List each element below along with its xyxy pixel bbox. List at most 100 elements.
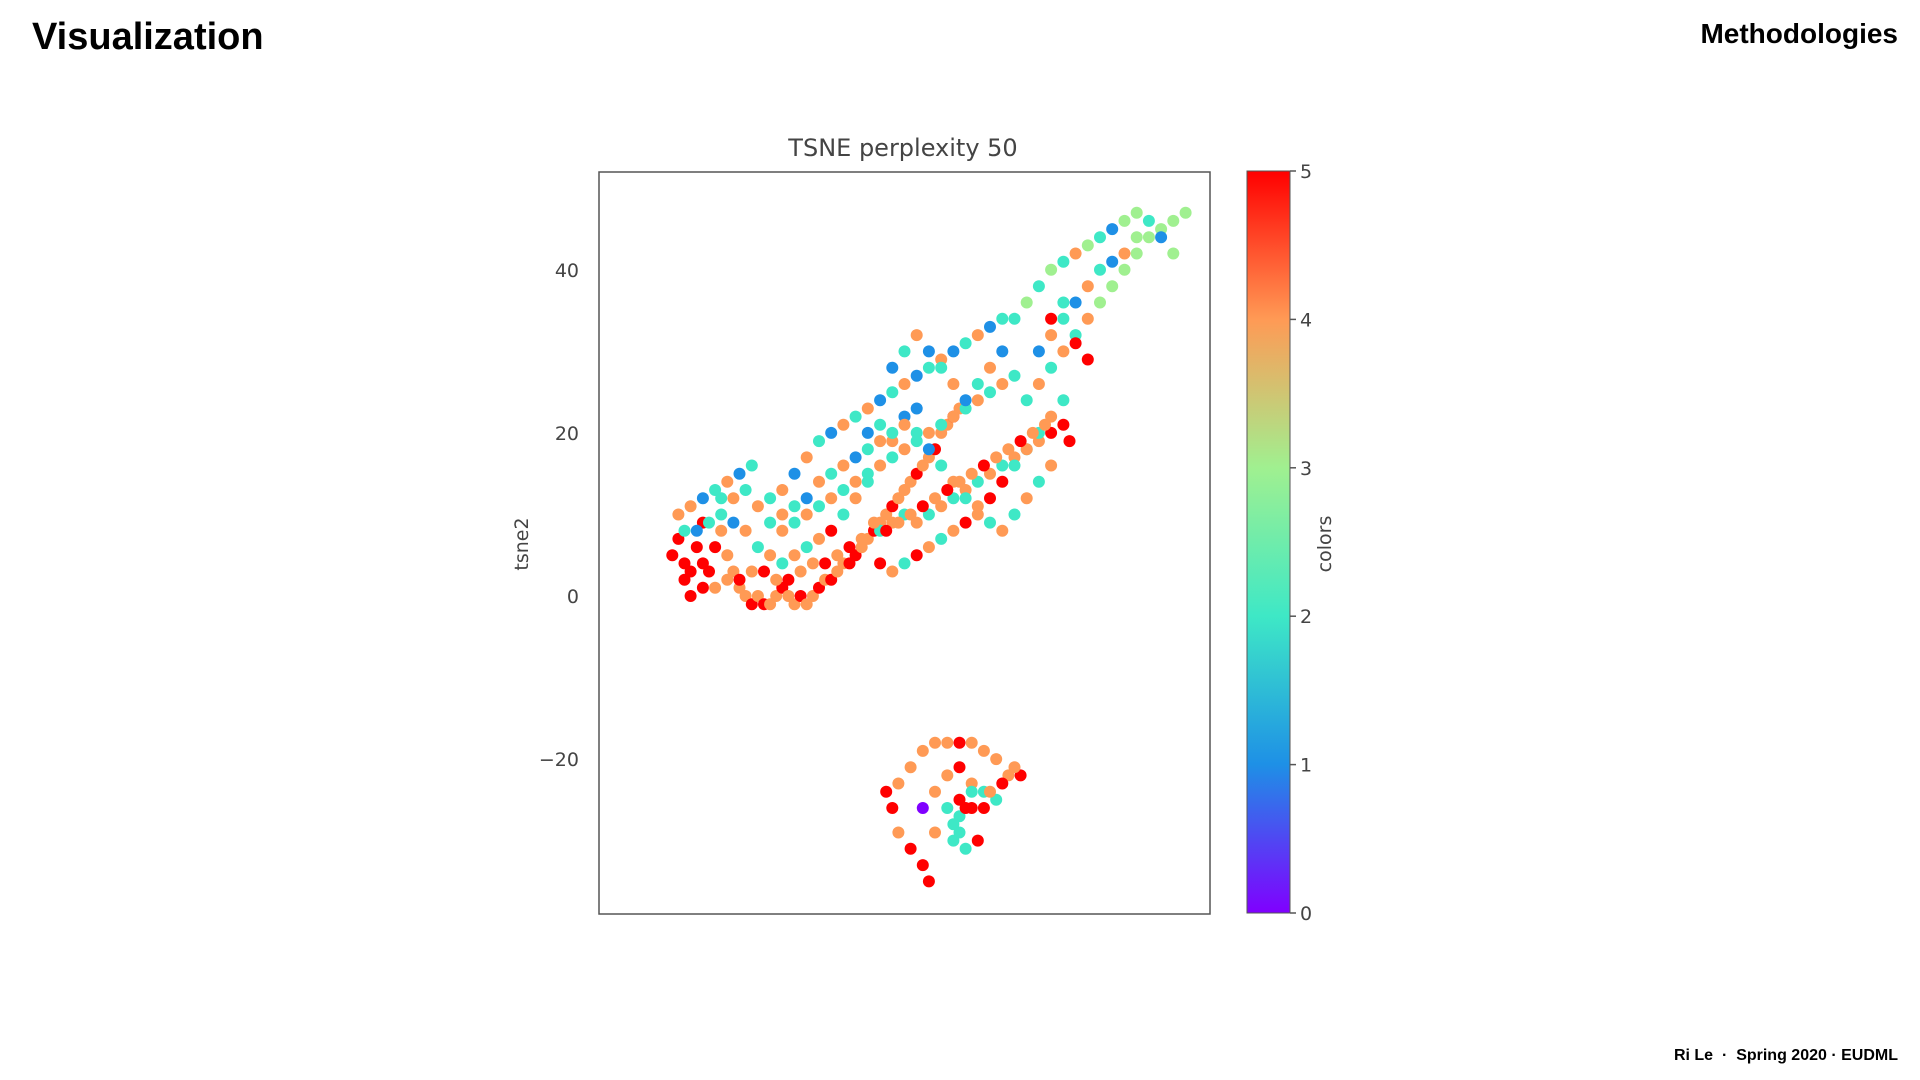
data-point	[813, 475, 825, 488]
data-point	[892, 777, 905, 790]
data-point	[935, 418, 948, 431]
colorbar-tick-label: 0	[1300, 903, 1312, 925]
data-point	[874, 394, 887, 407]
data-point	[1063, 435, 1076, 448]
data-point	[874, 557, 887, 570]
data-point	[788, 549, 801, 562]
data-point	[709, 484, 722, 496]
data-point	[910, 329, 923, 342]
data-point	[898, 345, 911, 358]
data-point	[886, 386, 899, 399]
data-point	[770, 573, 783, 586]
data-point	[770, 590, 783, 602]
data-point	[996, 312, 1009, 325]
data-point	[1057, 418, 1070, 431]
data-point	[739, 524, 752, 537]
data-point	[941, 802, 954, 814]
data-point	[751, 590, 764, 602]
data-point	[880, 785, 893, 798]
data-point	[1045, 329, 1058, 342]
data-point	[922, 345, 935, 358]
footer-course: Spring 2020 · EUDML	[1736, 1047, 1898, 1064]
data-point	[776, 508, 789, 521]
data-point	[965, 736, 978, 749]
data-point	[953, 475, 966, 488]
data-point	[800, 451, 813, 464]
data-point	[1032, 435, 1045, 448]
data-point	[764, 492, 777, 505]
data-point	[996, 524, 1009, 537]
data-point	[696, 492, 709, 505]
data-point	[666, 549, 679, 562]
data-point	[819, 557, 832, 570]
data-point	[904, 508, 917, 521]
data-point	[1130, 231, 1143, 244]
plot-frame	[598, 171, 1211, 915]
y-tick-label: 40	[555, 260, 579, 282]
data-point	[739, 484, 752, 496]
data-point	[977, 744, 990, 757]
data-point	[800, 508, 813, 521]
colorbar-tick-label: 4	[1300, 309, 1312, 331]
data-point	[776, 557, 789, 570]
chart-title: TSNE perplexity 50	[787, 134, 1017, 162]
section-label: Methodologies	[1700, 18, 1898, 49]
data-point	[904, 761, 917, 774]
data-point	[1155, 231, 1168, 244]
data-point	[892, 492, 905, 505]
data-point	[794, 590, 807, 602]
data-point	[1045, 361, 1058, 374]
data-point	[715, 508, 728, 521]
data-point	[800, 598, 813, 611]
data-point	[916, 744, 929, 757]
data-point	[959, 337, 972, 350]
data-point	[947, 524, 960, 537]
data-point	[916, 802, 929, 814]
data-point	[855, 532, 868, 545]
data-point	[977, 459, 990, 472]
data-point	[886, 435, 899, 448]
data-point	[898, 557, 911, 570]
data-point	[1032, 475, 1045, 488]
data-point	[953, 826, 966, 839]
data-point	[806, 557, 819, 570]
data-point	[947, 492, 960, 505]
data-point	[837, 459, 850, 472]
data-point	[959, 516, 972, 529]
data-point	[849, 475, 862, 488]
data-point	[1020, 394, 1033, 407]
data-point	[1118, 247, 1131, 260]
y-axis-ticks: −20 0 20 40	[539, 260, 579, 771]
data-point	[837, 484, 850, 496]
data-point	[684, 500, 697, 513]
data-point	[745, 598, 758, 611]
data-point	[1167, 214, 1180, 227]
data-point	[1118, 263, 1131, 276]
data-point	[825, 573, 838, 586]
data-point	[703, 565, 715, 578]
data-point	[922, 508, 935, 521]
data-point	[935, 500, 948, 513]
data-point	[715, 524, 728, 537]
data-point	[959, 492, 972, 505]
data-point	[1069, 247, 1082, 260]
data-point	[965, 785, 978, 798]
data-point	[990, 451, 1003, 464]
data-point	[935, 532, 948, 545]
data-point	[874, 435, 887, 448]
data-point	[922, 875, 935, 888]
data-point	[971, 394, 984, 407]
data-point	[739, 590, 752, 602]
data-point	[947, 818, 960, 831]
data-point	[1020, 296, 1033, 309]
data-point	[922, 451, 935, 464]
data-point	[959, 394, 972, 407]
data-point	[776, 484, 789, 496]
data-point	[984, 492, 996, 505]
data-point	[1106, 223, 1119, 236]
data-point	[758, 565, 770, 578]
data-point	[672, 508, 685, 521]
data-point	[1094, 296, 1106, 309]
data-point	[898, 378, 911, 390]
slide-title: Visualization	[32, 16, 264, 58]
